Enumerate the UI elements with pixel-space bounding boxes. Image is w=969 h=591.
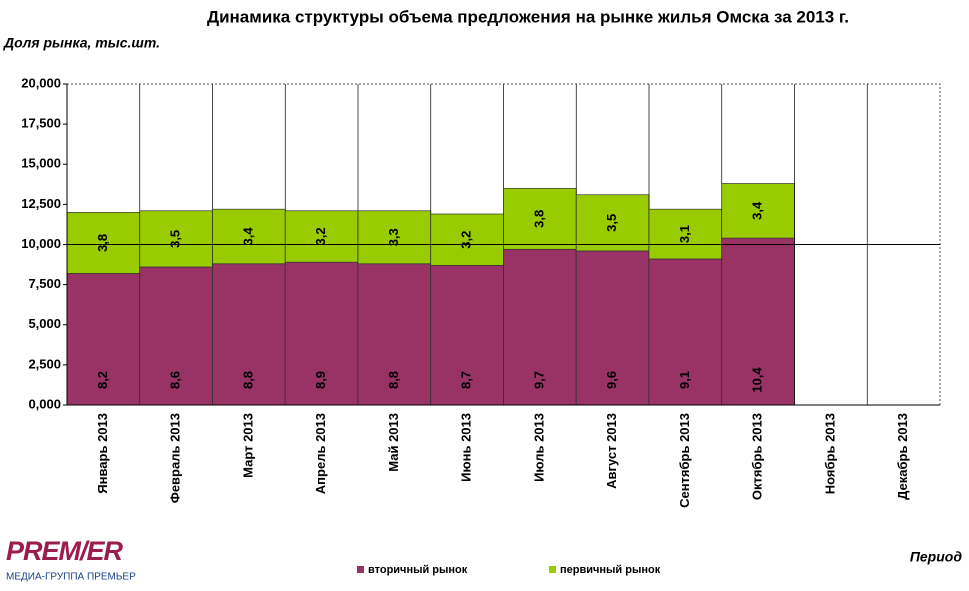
data-label: 3,8 <box>95 234 110 252</box>
data-label: 9,7 <box>531 371 546 389</box>
y-axis-label: Доля рынка, тыс.шт. <box>3 35 160 51</box>
bar-segment <box>503 248 577 406</box>
data-label: 9,6 <box>604 371 619 389</box>
chart-title: Динамика структуры объема предложения на… <box>207 7 849 26</box>
x-tick-label: Январь 2013 <box>95 413 110 494</box>
x-tick-label: Март 2013 <box>240 413 255 478</box>
x-tick-label: Февраль 2013 <box>168 413 183 503</box>
bar-segment <box>648 258 723 406</box>
data-label: 3,5 <box>168 230 183 248</box>
data-label: 8,8 <box>240 371 255 389</box>
data-label: 8,7 <box>459 371 474 389</box>
bar-segment <box>139 210 213 268</box>
x-tick-label: Октябрь 2013 <box>750 413 765 500</box>
y-tick-label: 5,000 <box>28 316 61 331</box>
data-label: 3,5 <box>604 214 619 232</box>
y-tick-label: 7,500 <box>28 276 61 291</box>
data-label: 8,2 <box>95 371 110 389</box>
y-tick-label: 0,000 <box>28 396 61 411</box>
bar-segment <box>503 187 577 250</box>
bar-segment <box>357 263 432 406</box>
logo: PREM/ER <box>6 536 124 566</box>
legend-swatch <box>357 566 364 573</box>
bar-segment <box>284 261 359 406</box>
bar-segment <box>430 213 504 266</box>
x-tick-label: Июль 2013 <box>531 413 546 482</box>
bar-segment <box>284 210 359 263</box>
y-tick-label: 12,500 <box>21 196 61 211</box>
legend-label: вторичный рынок <box>368 564 468 576</box>
bar-segment <box>648 208 723 260</box>
legend-label: первичный рынок <box>560 564 661 576</box>
bar-segment <box>357 210 432 265</box>
data-label: 8,9 <box>313 371 328 389</box>
bar-segment <box>721 183 795 239</box>
x-tick-label: Май 2013 <box>386 413 401 472</box>
y-tick-label: 10,000 <box>21 236 61 251</box>
x-tick-label: Сентябрь 2013 <box>677 413 692 508</box>
bar-segment <box>212 263 286 406</box>
y-tick-label: 20,000 <box>21 75 61 90</box>
x-tick-label: Декабрь 2013 <box>895 413 910 500</box>
data-label: 3,3 <box>386 228 401 246</box>
data-label: 3,8 <box>531 210 546 228</box>
y-tick-label: 15,000 <box>21 156 61 171</box>
x-tick-label: Ноябрь 2013 <box>822 413 837 494</box>
bar-segment <box>721 237 795 406</box>
bar-segment <box>430 265 504 406</box>
data-label: 3,4 <box>750 201 765 220</box>
x-tick-label: Июнь 2013 <box>459 413 474 482</box>
bar-segment <box>575 250 650 406</box>
x-axis-label: Период <box>910 549 963 565</box>
data-label: 3,2 <box>313 227 328 245</box>
data-label: 3,1 <box>677 225 692 243</box>
logo-subtitle: МЕДИА-ГРУППА ПРЕМЬЕР <box>6 572 136 583</box>
legend-swatch <box>549 566 556 573</box>
bar-segment <box>575 194 650 252</box>
x-tick-label: Август 2013 <box>604 413 619 489</box>
data-label: 3,4 <box>240 227 255 246</box>
data-label: 9,1 <box>677 371 692 389</box>
y-tick-label: 2,500 <box>28 356 61 371</box>
data-label: 8,8 <box>386 371 401 389</box>
data-label: 3,2 <box>459 231 474 249</box>
y-tick-label: 17,500 <box>21 116 61 131</box>
x-tick-label: Апрель 2013 <box>313 413 328 494</box>
data-label: 10,4 <box>750 367 765 393</box>
data-label: 8,6 <box>168 371 183 389</box>
